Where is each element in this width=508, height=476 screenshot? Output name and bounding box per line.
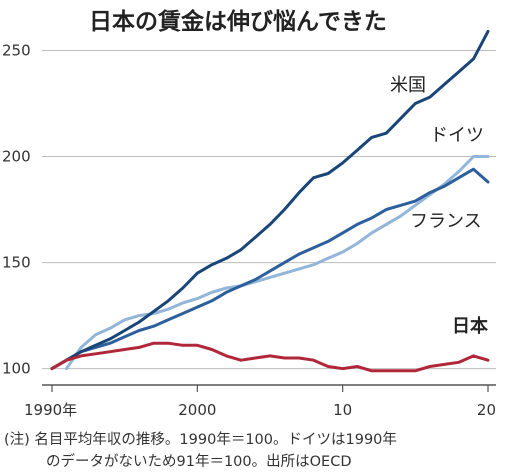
x-tick-label: 10 [333,401,352,419]
series-label-japan: 日本 [452,315,488,337]
y-tick-label: 100 [2,360,31,378]
y-axis-ticks: 100 150 200 250 [2,41,31,377]
x-tick-label: 2000 [178,401,216,419]
y-tick-label: 150 [2,254,31,272]
x-axis-ticks: 1990年 2000 10 20 [24,385,496,419]
note-line-2: のデータがないため91年＝100。出所はOECD [46,452,352,470]
series-lines [50,29,490,373]
chart-title: 日本の賃金は伸び悩んできた [89,8,387,35]
series-line-usa [50,29,490,371]
x-tick-label: 20 [477,401,496,419]
series-line-france [50,167,490,371]
series-line-germany [65,155,490,371]
series-line-japan [50,341,490,373]
series-label-germany: ドイツ [430,125,484,146]
y-tick-label: 200 [2,148,31,166]
note-line-1: (注) 名目平均年収の推移。1990年＝100。ドイツは1990年 [4,431,397,448]
y-tick-label: 250 [2,41,31,59]
series-label-usa: 米国 [390,75,426,96]
x-tick-label: 1990年 [24,401,77,419]
series-label-france: フランス [410,211,482,232]
